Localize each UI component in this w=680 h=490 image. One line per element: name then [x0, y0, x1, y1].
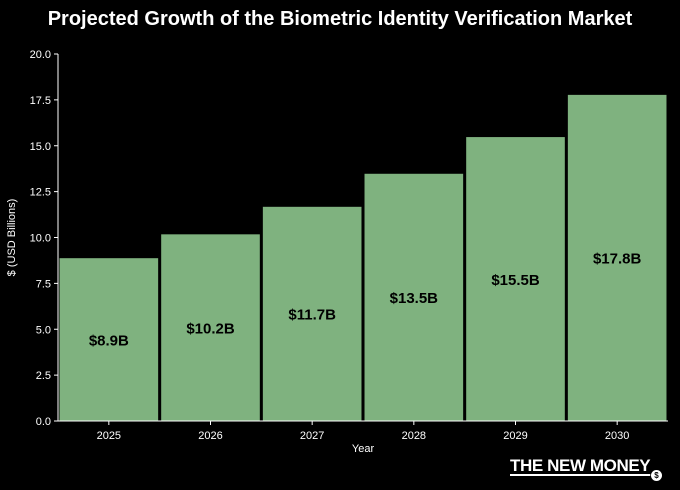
x-tick-label: 2025 [97, 430, 121, 442]
bar-2029 [465, 136, 566, 422]
data-label-2029: $15.5B [491, 272, 540, 289]
x-tick-label: 2026 [198, 430, 222, 442]
y-tick-label: 20.0 [30, 49, 51, 61]
y-tick-label: 10.0 [30, 233, 51, 245]
y-tick-label: 2.5 [36, 370, 51, 382]
data-label-2025: $8.9B [89, 332, 129, 349]
y-tick-label: 0.0 [36, 416, 51, 428]
brand-logo: THE NEW MONEY [510, 456, 651, 475]
bar-2025 [58, 257, 160, 422]
y-tick-label: 7.5 [36, 278, 51, 290]
chart-title: Projected Growth of the Biometric Identi… [47, 8, 633, 30]
coin-icon: $ [651, 470, 662, 481]
x-tick-label: 2028 [402, 430, 426, 442]
data-label-2028: $13.5B [390, 290, 439, 307]
y-tick-label: 17.5 [30, 95, 51, 107]
x-tick-label: 2030 [605, 430, 629, 442]
y-tick-label: 15.0 [30, 141, 51, 153]
data-label-2027: $11.7B [288, 307, 336, 324]
y-axis-label: $ (USD Billions) [6, 199, 18, 277]
y-tick-label: 12.5 [30, 187, 51, 199]
data-label-2026: $10.2B [186, 320, 235, 337]
bar-2030 [566, 93, 668, 422]
x-tick-label: 2027 [300, 430, 324, 442]
x-tick-label: 2029 [503, 430, 527, 442]
bar-2027 [261, 205, 363, 422]
y-tick-label: 5.0 [36, 324, 51, 336]
data-label-2030: $17.8B [593, 251, 642, 268]
x-axis-label: Year [352, 443, 375, 455]
